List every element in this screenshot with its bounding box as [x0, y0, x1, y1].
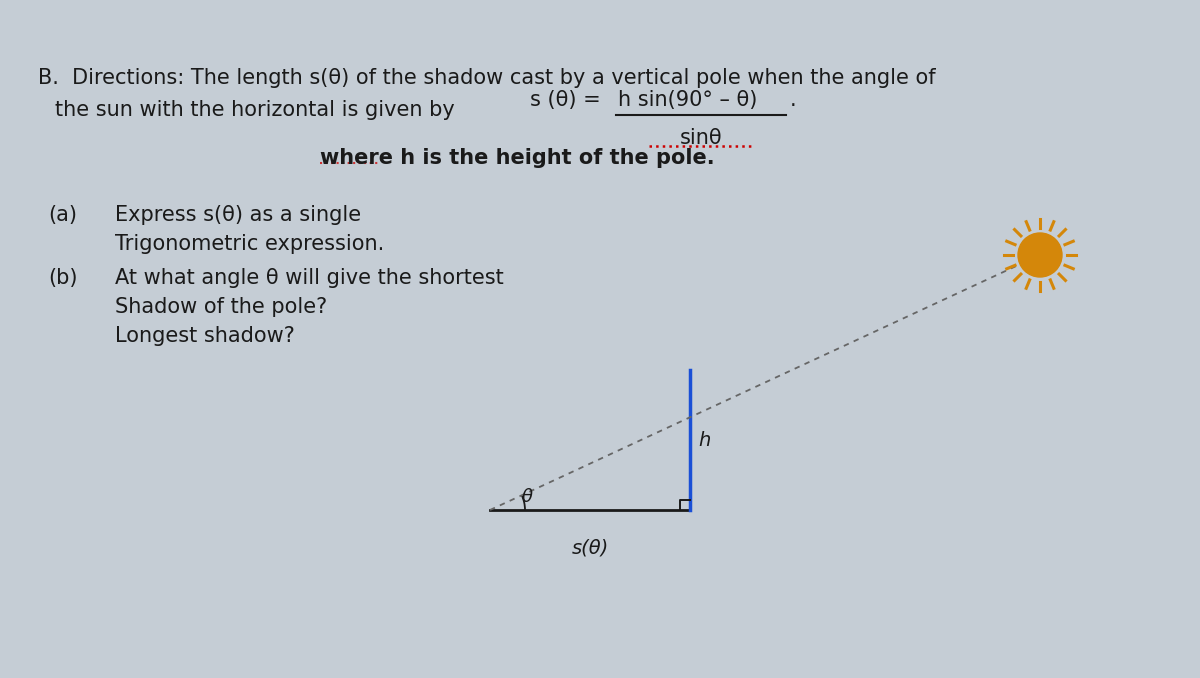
Text: At what angle θ will give the shortest: At what angle θ will give the shortest — [115, 268, 504, 288]
Text: s(θ): s(θ) — [571, 538, 608, 557]
Circle shape — [1018, 233, 1062, 277]
Text: where h is the height of the pole.: where h is the height of the pole. — [320, 148, 715, 168]
Text: Express s(θ) as a single: Express s(θ) as a single — [115, 205, 361, 225]
Text: Trigonometric expression.: Trigonometric expression. — [115, 234, 384, 254]
Text: (b): (b) — [48, 268, 78, 288]
Text: Shadow of the pole?: Shadow of the pole? — [115, 297, 328, 317]
Text: h sin(90° – θ): h sin(90° – θ) — [618, 90, 757, 110]
Text: sinθ: sinθ — [679, 128, 722, 148]
Text: the sun with the horizontal is given by: the sun with the horizontal is given by — [55, 100, 455, 120]
Text: B.  Directions: The length s(θ) of the shadow cast by a vertical pole when the a: B. Directions: The length s(θ) of the sh… — [38, 68, 936, 88]
Text: Longest shadow?: Longest shadow? — [115, 326, 295, 346]
Text: θ: θ — [522, 488, 533, 506]
Text: .: . — [790, 90, 797, 110]
Text: (a): (a) — [48, 205, 77, 225]
Text: h: h — [698, 431, 710, 450]
Text: s (θ) =: s (θ) = — [530, 90, 601, 110]
